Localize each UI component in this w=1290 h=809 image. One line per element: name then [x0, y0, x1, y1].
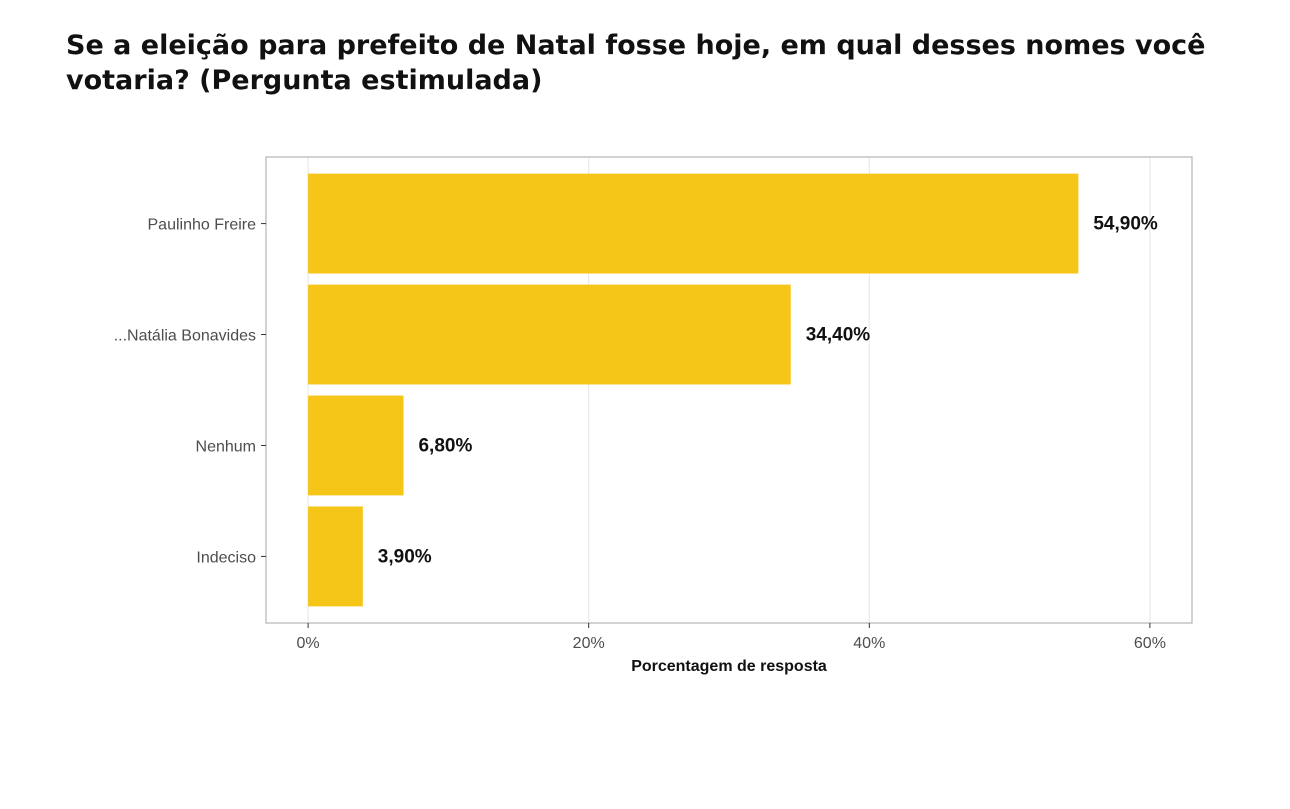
data-label: 6,80%	[418, 435, 472, 456]
bar	[308, 506, 363, 607]
x-tick-label: 40%	[853, 635, 885, 652]
chart-title: Se a eleição para prefeito de Natal foss…	[66, 30, 1206, 96]
panel-border	[265, 156, 1193, 624]
data-label: 3,90%	[378, 546, 432, 567]
x-tick-label: 60%	[1134, 635, 1166, 652]
bar	[308, 284, 791, 385]
bars	[308, 173, 1079, 607]
y-tick-label: Indeciso	[196, 549, 256, 566]
y-tick-label: Nenhum	[196, 438, 256, 455]
x-axis-title: Porcentagem de resposta	[631, 658, 827, 675]
y-tick-labels: Paulinho Freire ...Natália Bonavides Nenhu…	[114, 217, 266, 566]
bar	[308, 395, 404, 496]
data-label: 54,90%	[1093, 214, 1158, 235]
data-label: 34,40%	[806, 325, 871, 346]
y-tick-label: ...Natália Bonavides	[114, 328, 256, 345]
bar	[308, 173, 1079, 274]
x-tick-label: 20%	[573, 635, 605, 652]
y-tick-label: Paulinho Freire	[148, 217, 257, 234]
x-tick-label: 0%	[297, 635, 320, 652]
data-labels: 54,90% 34,40% 6,80% 3,90%	[378, 214, 1158, 568]
x-tick-labels: 0% 20% 40% 60%	[297, 623, 1166, 652]
